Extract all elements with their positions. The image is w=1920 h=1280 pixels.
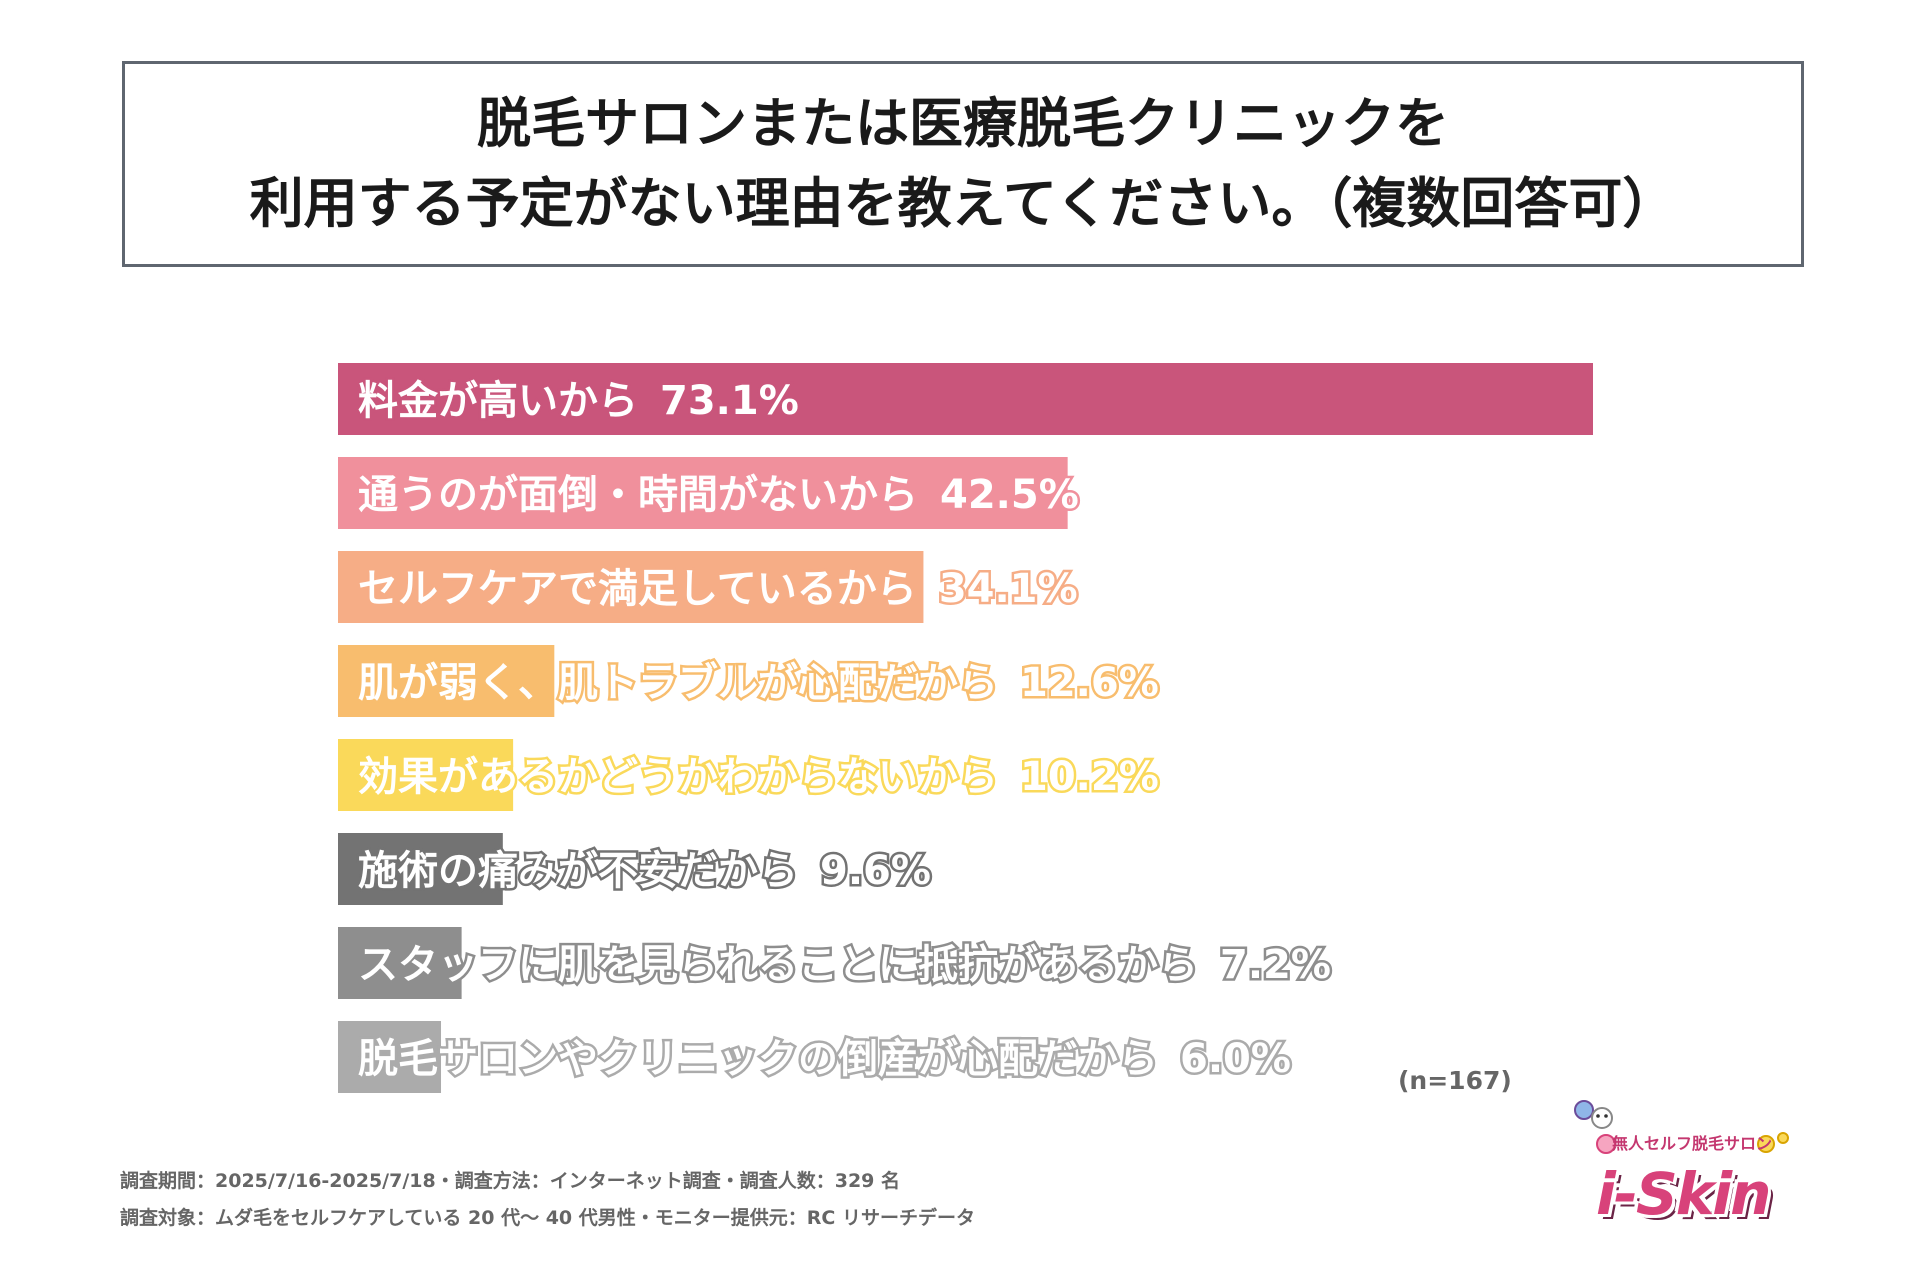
bar-1 — [338, 363, 1593, 435]
bar-7 — [338, 927, 462, 999]
value-label-6: 9.6% — [820, 848, 931, 894]
bar-2 — [338, 457, 1068, 529]
bar-label-6: 施術の痛みが不安だから 9.6% — [358, 848, 931, 894]
bar-5 — [338, 739, 514, 811]
logo-wordmark: i-Skin — [1596, 1160, 1771, 1228]
value-label-8: 6.0% — [1180, 1036, 1291, 1082]
survey-period-note: 調査期間：2025/7/16-2025/7/18・調査方法：インターネット調査・… — [120, 1170, 901, 1192]
brand-logo — [1574, 1100, 1789, 1154]
value-label-3: 34.1% — [939, 566, 1078, 612]
bar-6 — [338, 833, 503, 905]
bar-4 — [338, 645, 555, 717]
bar-label-8: 脱毛サロンやクリニックの倒産が心配だから 6.0% — [358, 1036, 1291, 1082]
logo-tagline: 無人セルフ脱毛サロン — [1612, 1134, 1773, 1153]
value-label-4: 12.6% — [1020, 660, 1159, 706]
chart-title: 脱毛サロンまたは医療脱毛クリニックを 利用する予定がない理由を教えてください。（… — [122, 61, 1804, 267]
category-label-7: スタッフに肌を見られることに抵抗があるから — [358, 942, 1198, 988]
sample-size-label: (n=167) — [1398, 1066, 1512, 1095]
value-label-1: 73.1% — [660, 378, 799, 424]
category-label-4: 肌が弱く、肌トラブルが心配だから — [358, 660, 998, 706]
category-label-1: 料金が高いから — [358, 378, 638, 424]
bar-label-7: スタッフに肌を見られることに抵抗があるから 7.2% — [358, 942, 1331, 988]
bar-label-4: 肌が弱く、肌トラブルが心配だから 12.6% — [358, 660, 1159, 706]
value-label-5: 10.2% — [1020, 754, 1159, 800]
bar-label-5: 効果があるかどうかわからないから 10.2% — [358, 754, 1159, 800]
bar-3 — [338, 551, 924, 623]
bar-8 — [338, 1021, 442, 1093]
survey-target-note: 調査対象：ムダ毛をセルフケアしている 20 代～ 40 代男性・モニター提供元：… — [120, 1207, 975, 1229]
value-label-2: 42.5% — [940, 472, 1079, 518]
value-label-7: 7.2% — [1220, 942, 1331, 988]
bar-label-3: セルフケアで満足しているから 34.1% — [358, 566, 1078, 612]
bar-label-1: 料金が高いから 73.1% — [358, 378, 799, 424]
title-line-1: 脱毛サロンまたは医療脱毛クリニックを — [477, 92, 1449, 155]
category-label-8: 脱毛サロンやクリニックの倒産が心配だから — [358, 1036, 1158, 1082]
category-label-2: 通うのが面倒・時間がないから — [358, 472, 918, 518]
category-label-5: 効果があるかどうかわからないから — [358, 754, 998, 800]
category-label-6: 施術の痛みが不安だから — [358, 848, 798, 894]
title-line-2: 利用する予定がない理由を教えてください。（複数回答可） — [249, 172, 1677, 235]
bar-label-2: 通うのが面倒・時間がないから 42.5% — [358, 472, 1079, 518]
category-label-3: セルフケアで満足しているから — [358, 566, 917, 612]
